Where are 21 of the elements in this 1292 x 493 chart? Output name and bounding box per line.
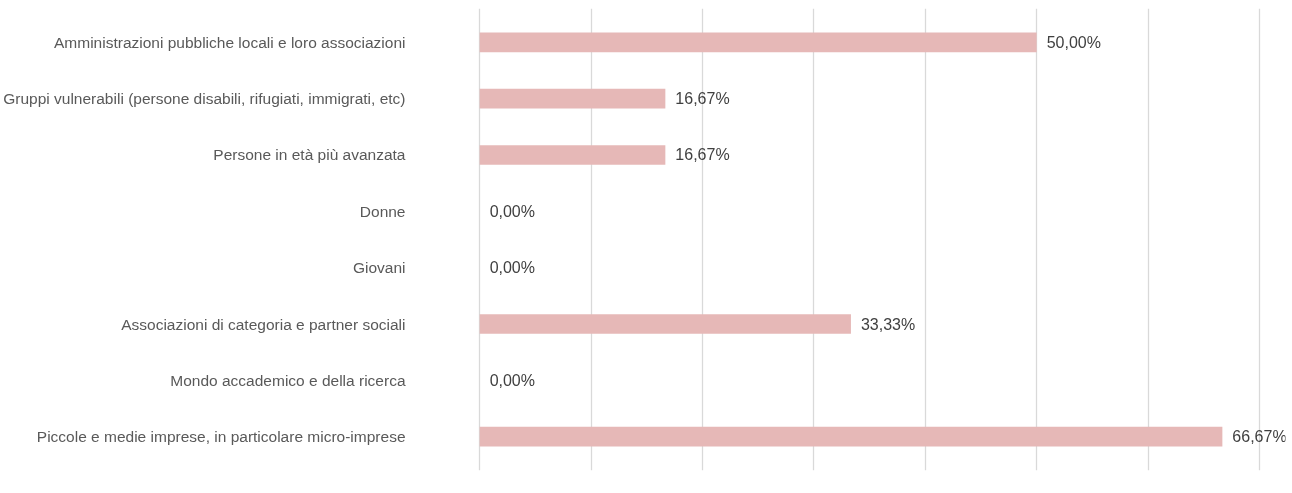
y-tick-label: Giovani (352, 259, 406, 277)
data-label: 0,00% (489, 202, 536, 220)
data-label: 0,00% (489, 371, 536, 389)
bar (479, 145, 666, 165)
bar (479, 314, 851, 334)
data-label: 0,00% (489, 259, 536, 277)
y-tick-label: Associazioni di categoria e partner sociali (121, 315, 406, 333)
bar (479, 88, 666, 109)
data-label: 66,67% (1232, 428, 1287, 446)
y-tick-label: Piccole e medie imprese, in particolare micro-imprese (36, 428, 406, 446)
y-tick-label: Donne (359, 202, 406, 220)
bar (479, 426, 1223, 447)
data-label: 16,67% (675, 146, 730, 164)
data-label: 50,00% (1046, 33, 1101, 51)
y-tick-label: Gruppi vulnerabili (persone disabili, rifugiati, immigrati, etc) (3, 90, 406, 108)
y-tick-label: Amministrazioni pubbliche locali e loro associazioni (54, 33, 406, 51)
y-tick-label: Mondo accademico e della ricerca (170, 371, 406, 389)
data-label: 33,33% (860, 315, 916, 333)
y-tick-label: Persone in età più avanzata (213, 146, 406, 164)
bar (479, 32, 1037, 53)
data-label: 16,67% (675, 90, 730, 108)
